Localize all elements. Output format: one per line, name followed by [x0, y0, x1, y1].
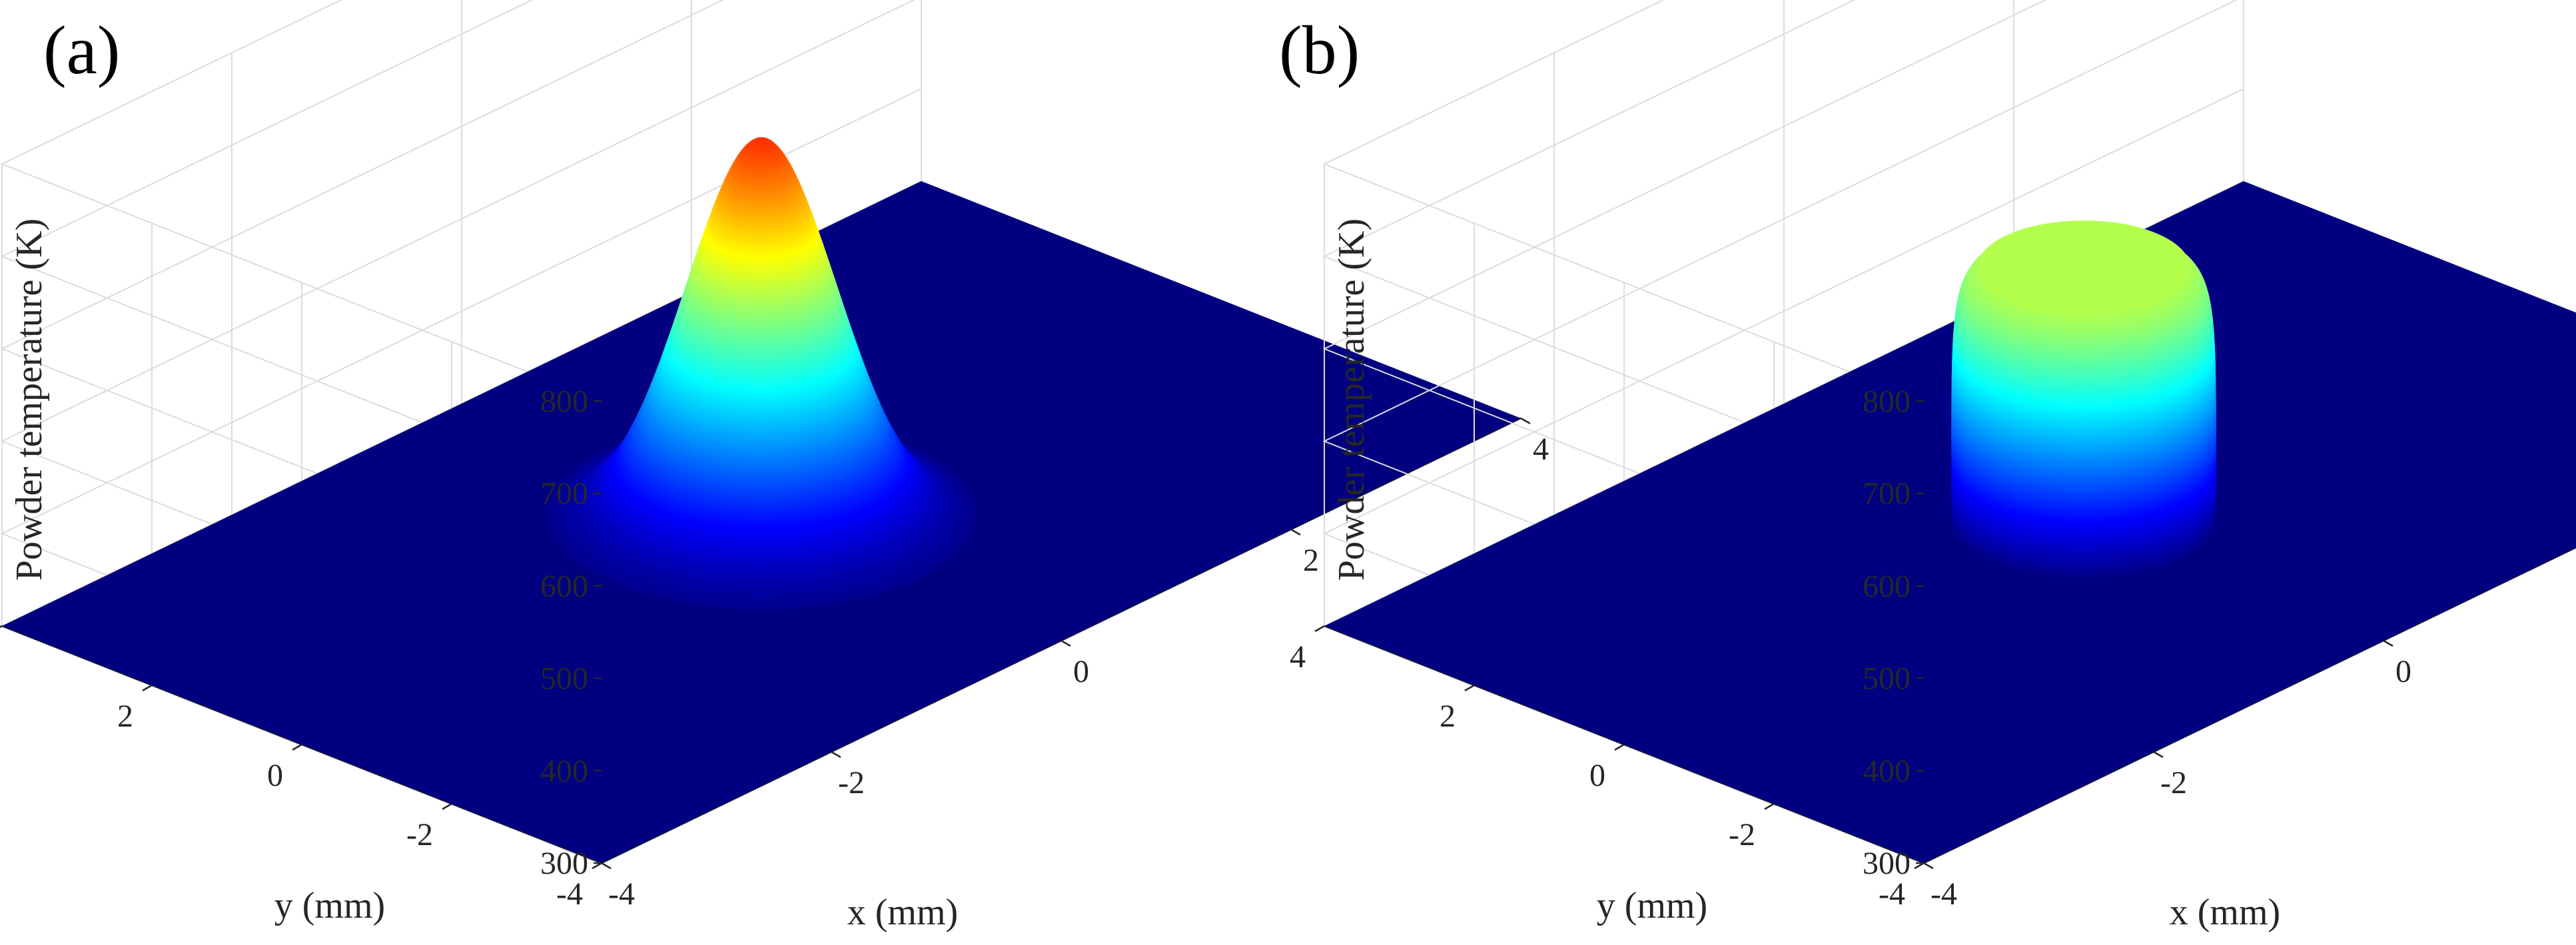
z-tick-label: 500: [540, 661, 588, 697]
z-tick-label: 600: [540, 569, 588, 604]
z-tick-label: 700: [540, 476, 588, 511]
x-tick-label: -2: [2160, 765, 2187, 800]
z-ticks: 300 400 500 600 700 800: [540, 384, 602, 881]
x-tick-label: -4: [1931, 876, 1957, 912]
x-axis-label: x (mm): [2170, 892, 2280, 933]
x-tick: [601, 862, 612, 870]
z-tick-label: 700: [1863, 476, 1911, 511]
x-tick: [1290, 528, 1301, 536]
y-ticks: -4 -2 0 2 4: [1290, 625, 1925, 912]
z-axis-label: Powder temperature (K): [1331, 218, 1372, 581]
panel-label: (b): [1279, 12, 1360, 89]
x-tick: [2153, 751, 2164, 759]
y-tick-label: -2: [406, 817, 433, 852]
panel-label: (a): [43, 12, 120, 89]
x-tick: [831, 751, 841, 759]
grid-line: [0, 0, 602, 402]
x-tick: [2383, 639, 2393, 647]
grid-line: [1322, 0, 1925, 402]
z-tick-label: 500: [1863, 661, 1911, 697]
z-ticks: 300 400 500 600 700 800: [1863, 384, 1924, 881]
surface-base: [1324, 181, 2576, 863]
y-tick: [1464, 684, 1475, 692]
y-tick: [1914, 862, 1925, 870]
y-tick: [1614, 743, 1625, 751]
z-tick-label: 300: [540, 846, 588, 881]
x-tick: [1923, 862, 1934, 870]
z-tick-label: 800: [1863, 384, 1911, 419]
surface-plot: [1951, 220, 2216, 581]
y-tick-label: 0: [267, 758, 283, 793]
y-tick: [292, 743, 302, 751]
x-axis-label: x (mm): [847, 892, 958, 933]
x-ticks: -4 -2 0 2 4: [601, 417, 1549, 912]
y-axis-label: y (mm): [274, 885, 385, 926]
y-tick-label: -4: [1879, 876, 1905, 912]
surface-slice: [760, 138, 763, 140]
y-tick-label: 2: [1440, 699, 1456, 734]
y-tick-label: 4: [1290, 639, 1306, 675]
y-tick: [1764, 802, 1775, 810]
y-tick: [1314, 625, 1325, 633]
x-tick: [1520, 417, 1531, 425]
y-axis-label: y (mm): [1597, 885, 1707, 926]
surface-plot: [548, 137, 975, 610]
z-tick-label: 400: [540, 753, 588, 788]
x-tick-label: 0: [2395, 654, 2411, 689]
panel-b: (b) 300 400 500 600 700 800 -4 -2 0 2 4 -4 -2 0 2 4 x (mm…: [1279, 0, 2576, 933]
y-tick-label: 0: [1589, 758, 1605, 793]
y-tick: [0, 625, 3, 629]
y-tick-label: 2: [117, 699, 133, 734]
x-tick-label: 2: [1303, 543, 1319, 578]
x-tick-label: -2: [838, 765, 865, 800]
grid-line: [0, 0, 602, 494]
y-tick: [442, 802, 452, 810]
y-tick: [592, 862, 602, 870]
x-tick-label: -4: [608, 876, 635, 912]
x-tick-label: 0: [1073, 654, 1089, 689]
z-tick-label: 800: [540, 384, 588, 419]
grid-line: [1322, 0, 1925, 494]
z-axis-label: Powder temperature (K): [9, 218, 50, 581]
y-tick-label: -2: [1729, 817, 1755, 852]
x-tick-label: 4: [1533, 432, 1549, 467]
y-tick: [142, 684, 153, 692]
z-tick-label: 400: [1863, 753, 1911, 788]
z-tick-label: 600: [1863, 569, 1911, 604]
x-tick: [1061, 639, 1071, 647]
y-tick-label: -4: [556, 876, 583, 912]
surface-slice: [1977, 220, 2190, 316]
z-tick-label: 300: [1863, 846, 1911, 881]
panel-a: (a) 300 400 500 600 700 800 -4 -2 0 2 4 -4 -2 0 2 4 x (mm…: [0, 0, 1549, 933]
surface-slice: [753, 137, 770, 145]
